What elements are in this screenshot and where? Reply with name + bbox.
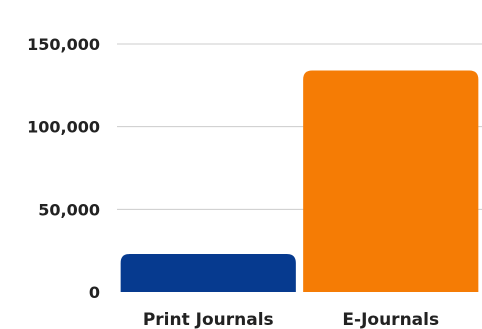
bars bbox=[120, 70, 479, 292]
x-axis-labels: Print Journals E-Journals bbox=[143, 310, 439, 329]
x-category-label: Print Journals bbox=[143, 310, 274, 329]
y-tick-label: 150,000 bbox=[27, 35, 100, 54]
y-tick-label: 0 bbox=[89, 283, 100, 302]
y-axis-ticks: 0 50,000 100,000 150,000 bbox=[27, 35, 100, 302]
y-tick-label: 50,000 bbox=[38, 200, 100, 219]
bar-print-journals bbox=[120, 253, 296, 292]
x-category-label: E-Journals bbox=[342, 310, 439, 329]
y-tick-label: 100,000 bbox=[27, 118, 100, 137]
bar-e-journals bbox=[303, 70, 479, 292]
